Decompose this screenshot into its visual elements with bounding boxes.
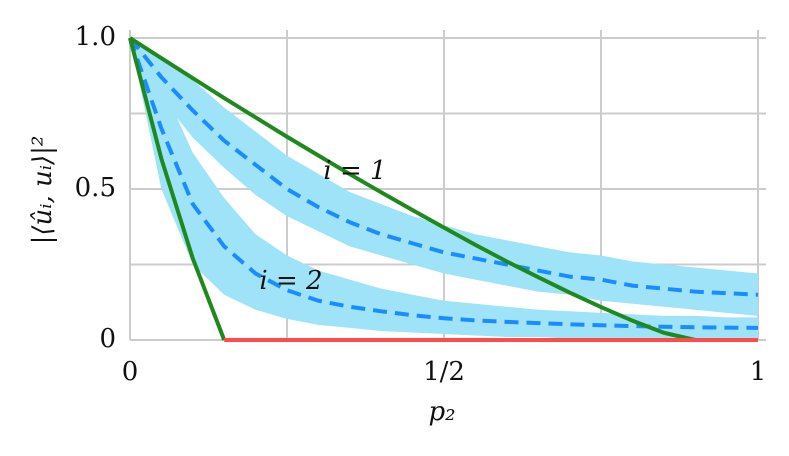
y-tick-label: 1.0 xyxy=(75,22,116,52)
line xyxy=(128,36,696,342)
x-tick-label: 1 xyxy=(750,357,767,387)
annotation: i = 1 xyxy=(323,156,386,186)
confidence-band xyxy=(130,38,758,316)
x-tick-label: 0 xyxy=(122,357,139,387)
y-tick-label: 0 xyxy=(99,324,116,354)
annotation: i = 2 xyxy=(259,266,322,296)
dashed-line xyxy=(128,36,759,297)
plot-area xyxy=(128,36,759,342)
dashed-line xyxy=(128,37,759,330)
y-tick-label: 0.5 xyxy=(75,173,116,203)
y-axis-label: |⟨ûᵢ, uᵢ⟩|² xyxy=(28,136,58,245)
x-tick-label: 1/2 xyxy=(423,357,465,387)
line xyxy=(128,37,227,341)
x-axis-label: p₂ xyxy=(428,397,455,427)
confidence-band xyxy=(130,38,758,340)
